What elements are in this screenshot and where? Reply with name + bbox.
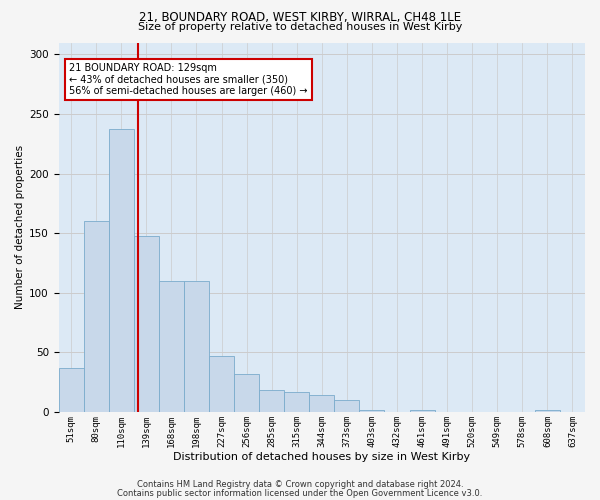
Text: Size of property relative to detached houses in West Kirby: Size of property relative to detached ho…: [138, 22, 462, 32]
Bar: [359, 410, 385, 412]
Text: Contains public sector information licensed under the Open Government Licence v3: Contains public sector information licen…: [118, 489, 482, 498]
Bar: [134, 236, 159, 412]
Bar: [284, 392, 309, 412]
Bar: [410, 410, 434, 412]
Y-axis label: Number of detached properties: Number of detached properties: [15, 145, 25, 310]
Bar: [84, 221, 109, 412]
Bar: [334, 400, 359, 412]
Bar: [234, 374, 259, 412]
Bar: [535, 410, 560, 412]
Text: Contains HM Land Registry data © Crown copyright and database right 2024.: Contains HM Land Registry data © Crown c…: [137, 480, 463, 489]
Bar: [184, 281, 209, 412]
Text: 21 BOUNDARY ROAD: 129sqm
← 43% of detached houses are smaller (350)
56% of semi-: 21 BOUNDARY ROAD: 129sqm ← 43% of detach…: [69, 63, 308, 96]
Text: 21, BOUNDARY ROAD, WEST KIRBY, WIRRAL, CH48 1LE: 21, BOUNDARY ROAD, WEST KIRBY, WIRRAL, C…: [139, 11, 461, 24]
X-axis label: Distribution of detached houses by size in West Kirby: Distribution of detached houses by size …: [173, 452, 470, 462]
Bar: [259, 390, 284, 412]
Bar: [109, 130, 134, 412]
Bar: [59, 368, 84, 412]
Bar: [309, 395, 334, 412]
Bar: [209, 356, 234, 412]
Bar: [159, 281, 184, 412]
